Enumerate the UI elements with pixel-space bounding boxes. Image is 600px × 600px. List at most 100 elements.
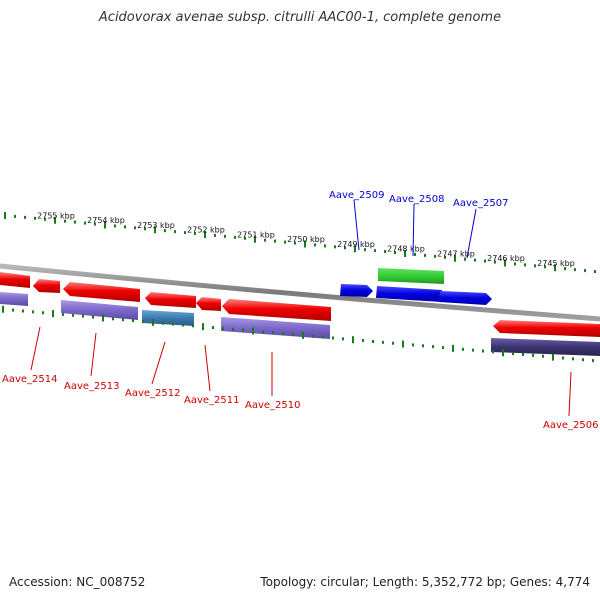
label-aave-2510[interactable]: Aave_2510: [245, 400, 301, 411]
inner-minor-tick: [232, 327, 234, 331]
outer-minor-tick: [494, 260, 496, 264]
inner-minor-tick: [342, 337, 344, 341]
inner-minor-tick: [22, 309, 24, 313]
outer-major-tick: [4, 211, 6, 219]
inner-minor-tick: [12, 308, 14, 312]
scale-label: 2752 kbp: [187, 226, 225, 235]
leader-aave-2512: [151, 341, 166, 385]
label-aave-2506[interactable]: Aave_2506: [543, 420, 599, 431]
outer-minor-tick: [24, 215, 26, 219]
inner-minor-tick: [242, 328, 244, 332]
outer-minor-tick: [344, 246, 346, 250]
inner-minor-tick: [62, 312, 64, 316]
gene-aave-2513-feature-bar[interactable]: [61, 300, 138, 320]
label-aave-2508[interactable]: Aave_2508: [389, 194, 445, 205]
outer-minor-tick: [64, 219, 66, 223]
inner-minor-tick: [162, 321, 164, 325]
gene-aave-2506-arrow[interactable]: [493, 320, 600, 337]
inner-minor-tick: [32, 310, 34, 314]
outer-minor-tick: [434, 254, 436, 258]
inner-minor-tick: [292, 332, 294, 336]
map-title: Acidovorax avenae subsp. citrulli AAC00-…: [98, 10, 502, 25]
topology-label: Topology: circular; Length: 5,352,772 bp…: [260, 575, 590, 589]
outer-minor-tick: [174, 230, 176, 234]
forward-features: [340, 268, 492, 305]
gene-aave-2514-feature-bar[interactable]: [0, 292, 28, 306]
outer-minor-tick: [564, 267, 566, 271]
gene-aave-2511-arrow[interactable]: [196, 297, 221, 311]
inner-minor-tick: [462, 347, 464, 351]
scale-label: 2753 kbp: [137, 221, 175, 230]
inner-minor-tick: [282, 332, 284, 336]
label-aave-2513[interactable]: Aave_2513: [64, 381, 120, 392]
outer-major-tick: [104, 221, 106, 229]
outer-major-tick: [54, 216, 56, 224]
inner-minor-tick: [182, 323, 184, 327]
label-aave-2511[interactable]: Aave_2511: [184, 395, 240, 406]
outer-minor-tick: [234, 235, 236, 239]
leader-aave-2508: [412, 203, 415, 257]
outer-major-tick: [354, 245, 356, 253]
outer-minor-tick: [34, 216, 36, 220]
gene-aave-2512-arrow[interactable]: [145, 292, 196, 308]
inner-major-tick: [252, 327, 254, 335]
inner-major-tick: [352, 336, 354, 344]
inner-minor-tick: [432, 345, 434, 349]
outer-minor-tick: [184, 231, 186, 235]
outer-minor-tick: [374, 249, 376, 253]
leader-aave-2509: [353, 199, 360, 251]
outer-minor-tick: [214, 233, 216, 237]
gene-aave-2514-arrow[interactable]: [0, 272, 30, 288]
scale-label: 2754 kbp: [87, 216, 125, 225]
inner-major-tick: [302, 331, 304, 339]
outer-minor-tick: [124, 225, 126, 229]
outer-major-tick: [454, 254, 456, 262]
gene-aave-2512-feature-bar[interactable]: [142, 310, 194, 326]
label-aave-2507[interactable]: Aave_2507: [453, 198, 509, 209]
inner-minor-tick: [222, 326, 224, 330]
inner-minor-tick: [532, 353, 534, 357]
leader-aave-2511: [204, 344, 211, 392]
outer-minor-tick: [94, 222, 96, 226]
leader-aave-2513: [90, 332, 97, 377]
inner-major-tick: [402, 340, 404, 348]
inner-minor-tick: [392, 341, 394, 345]
inner-major-tick: [202, 323, 204, 331]
gene-aave-2508-feature-bar[interactable]: [378, 268, 444, 284]
outer-minor-tick: [74, 220, 76, 224]
inner-minor-tick: [122, 318, 124, 322]
gene-aave-2513-arrow[interactable]: [63, 282, 140, 302]
gene-aave-2507-arrow[interactable]: [439, 291, 492, 305]
gene-aave-2509-arrow[interactable]: [340, 284, 373, 297]
inner-minor-tick: [582, 358, 584, 362]
gene-aave-2506-feature-bar[interactable]: [491, 338, 600, 356]
gene-labels: Aave_2509 Aave_2508 Aave_2507 Aave_2514 …: [2, 190, 599, 431]
outer-major-tick: [404, 249, 406, 257]
gene-aave-2513-small-arrow[interactable]: [33, 279, 60, 293]
inner-minor-tick: [482, 349, 484, 353]
scale-label: 2746 kbp: [487, 254, 525, 263]
inner-major-tick: [102, 314, 104, 322]
scale-label: 2745 kbp: [537, 259, 575, 268]
leader-aave-2514: [30, 326, 41, 371]
outer-minor-tick: [574, 268, 576, 272]
inner-minor-tick: [422, 344, 424, 348]
gene-aave-2510-arrow[interactable]: [222, 299, 331, 321]
label-aave-2514[interactable]: Aave_2514: [2, 374, 58, 385]
inner-minor-tick: [82, 314, 84, 318]
outer-major-tick: [204, 230, 206, 238]
outer-major-tick: [254, 235, 256, 243]
inner-minor-tick: [562, 356, 564, 360]
label-aave-2509[interactable]: Aave_2509: [329, 190, 385, 201]
scale-label: 2755 kbp: [37, 211, 75, 220]
gene-aave-2508-arrow[interactable]: [376, 286, 442, 302]
inner-minor-tick: [212, 326, 214, 330]
inner-minor-tick: [142, 319, 144, 323]
inner-major-tick: [552, 353, 554, 361]
label-aave-2512[interactable]: Aave_2512: [125, 388, 181, 399]
outer-major-tick: [304, 240, 306, 248]
outer-minor-tick: [284, 240, 286, 244]
inner-minor-tick: [522, 353, 524, 357]
